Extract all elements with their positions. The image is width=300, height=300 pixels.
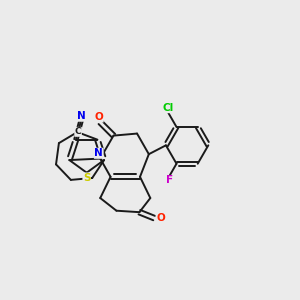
Text: O: O (94, 112, 103, 122)
Text: F: F (166, 176, 173, 185)
Text: Cl: Cl (163, 103, 174, 113)
Text: N: N (94, 148, 103, 158)
Text: N: N (77, 111, 86, 121)
Text: S: S (83, 173, 90, 183)
Text: O: O (156, 213, 165, 223)
Text: C: C (75, 128, 81, 136)
